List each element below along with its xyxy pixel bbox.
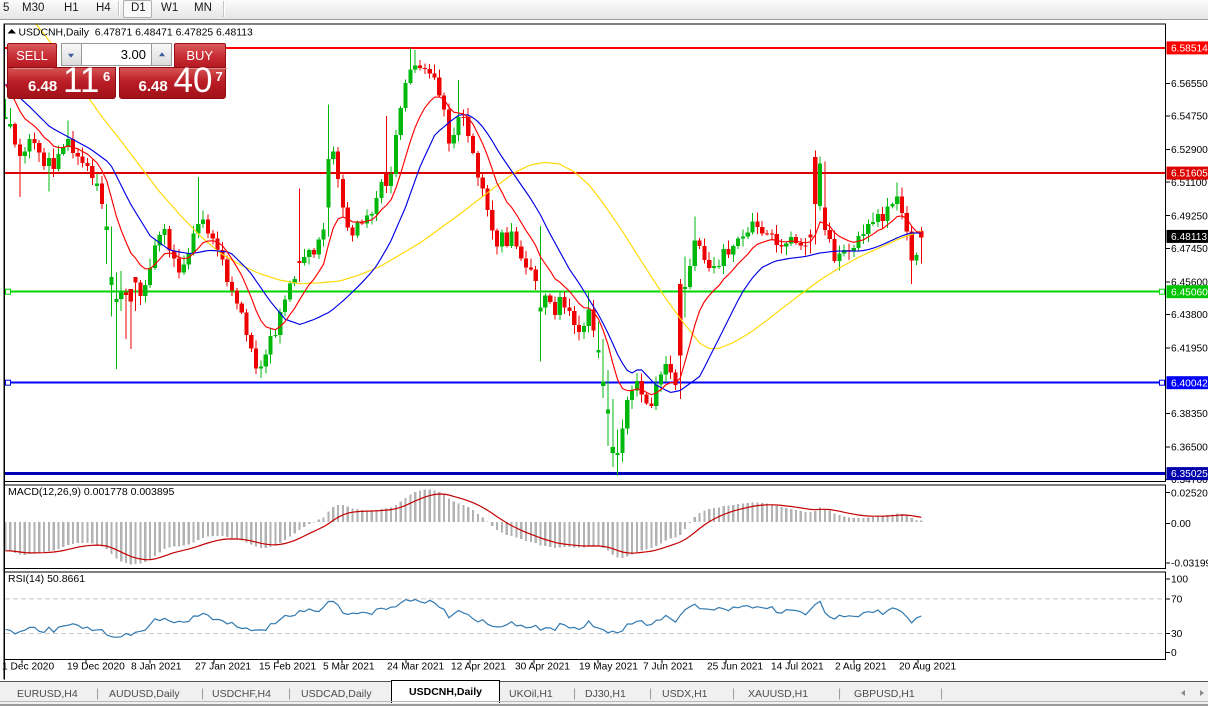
svg-text:6.40042: 6.40042 xyxy=(1171,378,1208,389)
svg-text:12 Apr 2021: 12 Apr 2021 xyxy=(451,662,506,673)
svg-text:6.49250: 6.49250 xyxy=(1171,211,1208,222)
svg-text:25 Jun 2021: 25 Jun 2021 xyxy=(707,662,763,673)
svg-text:15 Feb 2021: 15 Feb 2021 xyxy=(259,662,317,673)
svg-text:1 Dec 2020: 1 Dec 2020 xyxy=(2,662,54,673)
svg-text:6.47450: 6.47450 xyxy=(1171,244,1208,255)
svg-text:6.48113: 6.48113 xyxy=(1171,232,1207,243)
svg-text:6.56550: 6.56550 xyxy=(1171,79,1208,90)
svg-text:70: 70 xyxy=(1171,595,1183,606)
svg-text:6.51100: 6.51100 xyxy=(1171,178,1207,189)
svg-text:2 Aug 2021: 2 Aug 2021 xyxy=(835,662,887,673)
svg-text:6.38350: 6.38350 xyxy=(1171,409,1208,420)
svg-text:6.35025: 6.35025 xyxy=(1171,469,1208,480)
svg-text:0: 0 xyxy=(1171,648,1177,659)
svg-text:6.45060: 6.45060 xyxy=(1171,287,1208,298)
svg-text:-0.031994: -0.031994 xyxy=(1171,559,1208,570)
svg-text:20 Aug 2021: 20 Aug 2021 xyxy=(899,662,957,673)
svg-text:8 Jan 2021: 8 Jan 2021 xyxy=(131,662,182,673)
svg-text:6.52900: 6.52900 xyxy=(1171,145,1208,156)
svg-text:6.51605: 6.51605 xyxy=(1171,169,1208,180)
svg-text:30: 30 xyxy=(1171,629,1183,640)
svg-text:0.025209: 0.025209 xyxy=(1171,488,1208,499)
svg-text:6.54750: 6.54750 xyxy=(1171,112,1208,123)
svg-text:5 Mar 2021: 5 Mar 2021 xyxy=(323,662,375,673)
svg-text:19 Dec 2020: 19 Dec 2020 xyxy=(67,662,125,673)
svg-text:27 Jan 2021: 27 Jan 2021 xyxy=(195,662,251,673)
svg-text:24 Mar 2021: 24 Mar 2021 xyxy=(387,662,445,673)
svg-text:7 Jun 2021: 7 Jun 2021 xyxy=(643,662,694,673)
svg-text:6.34700: 6.34700 xyxy=(1171,475,1208,486)
svg-text:30 Apr 2021: 30 Apr 2021 xyxy=(515,662,570,673)
svg-text:100: 100 xyxy=(1171,575,1188,586)
svg-text:6.36500: 6.36500 xyxy=(1171,442,1208,453)
svg-text:USDCNH,Daily 6.47871 6.48471: USDCNH,Daily 6.47871 6.48471 6.47825 6.4… xyxy=(19,28,254,39)
svg-text:14 Jul 2021: 14 Jul 2021 xyxy=(771,662,824,673)
svg-text:6.45600: 6.45600 xyxy=(1171,278,1208,289)
svg-text:6.58514: 6.58514 xyxy=(1171,44,1208,55)
svg-text:RSI(14) 50.8661: RSI(14) 50.8661 xyxy=(8,573,85,585)
svg-text:6.41950: 6.41950 xyxy=(1171,344,1208,355)
svg-text:MACD(12,26,9) 0.001778 0.00389: MACD(12,26,9) 0.001778 0.003895 xyxy=(8,486,175,498)
svg-text:19 May 2021: 19 May 2021 xyxy=(579,662,638,673)
svg-text:6.43800: 6.43800 xyxy=(1171,310,1208,321)
svg-text:0.00: 0.00 xyxy=(1171,519,1191,530)
